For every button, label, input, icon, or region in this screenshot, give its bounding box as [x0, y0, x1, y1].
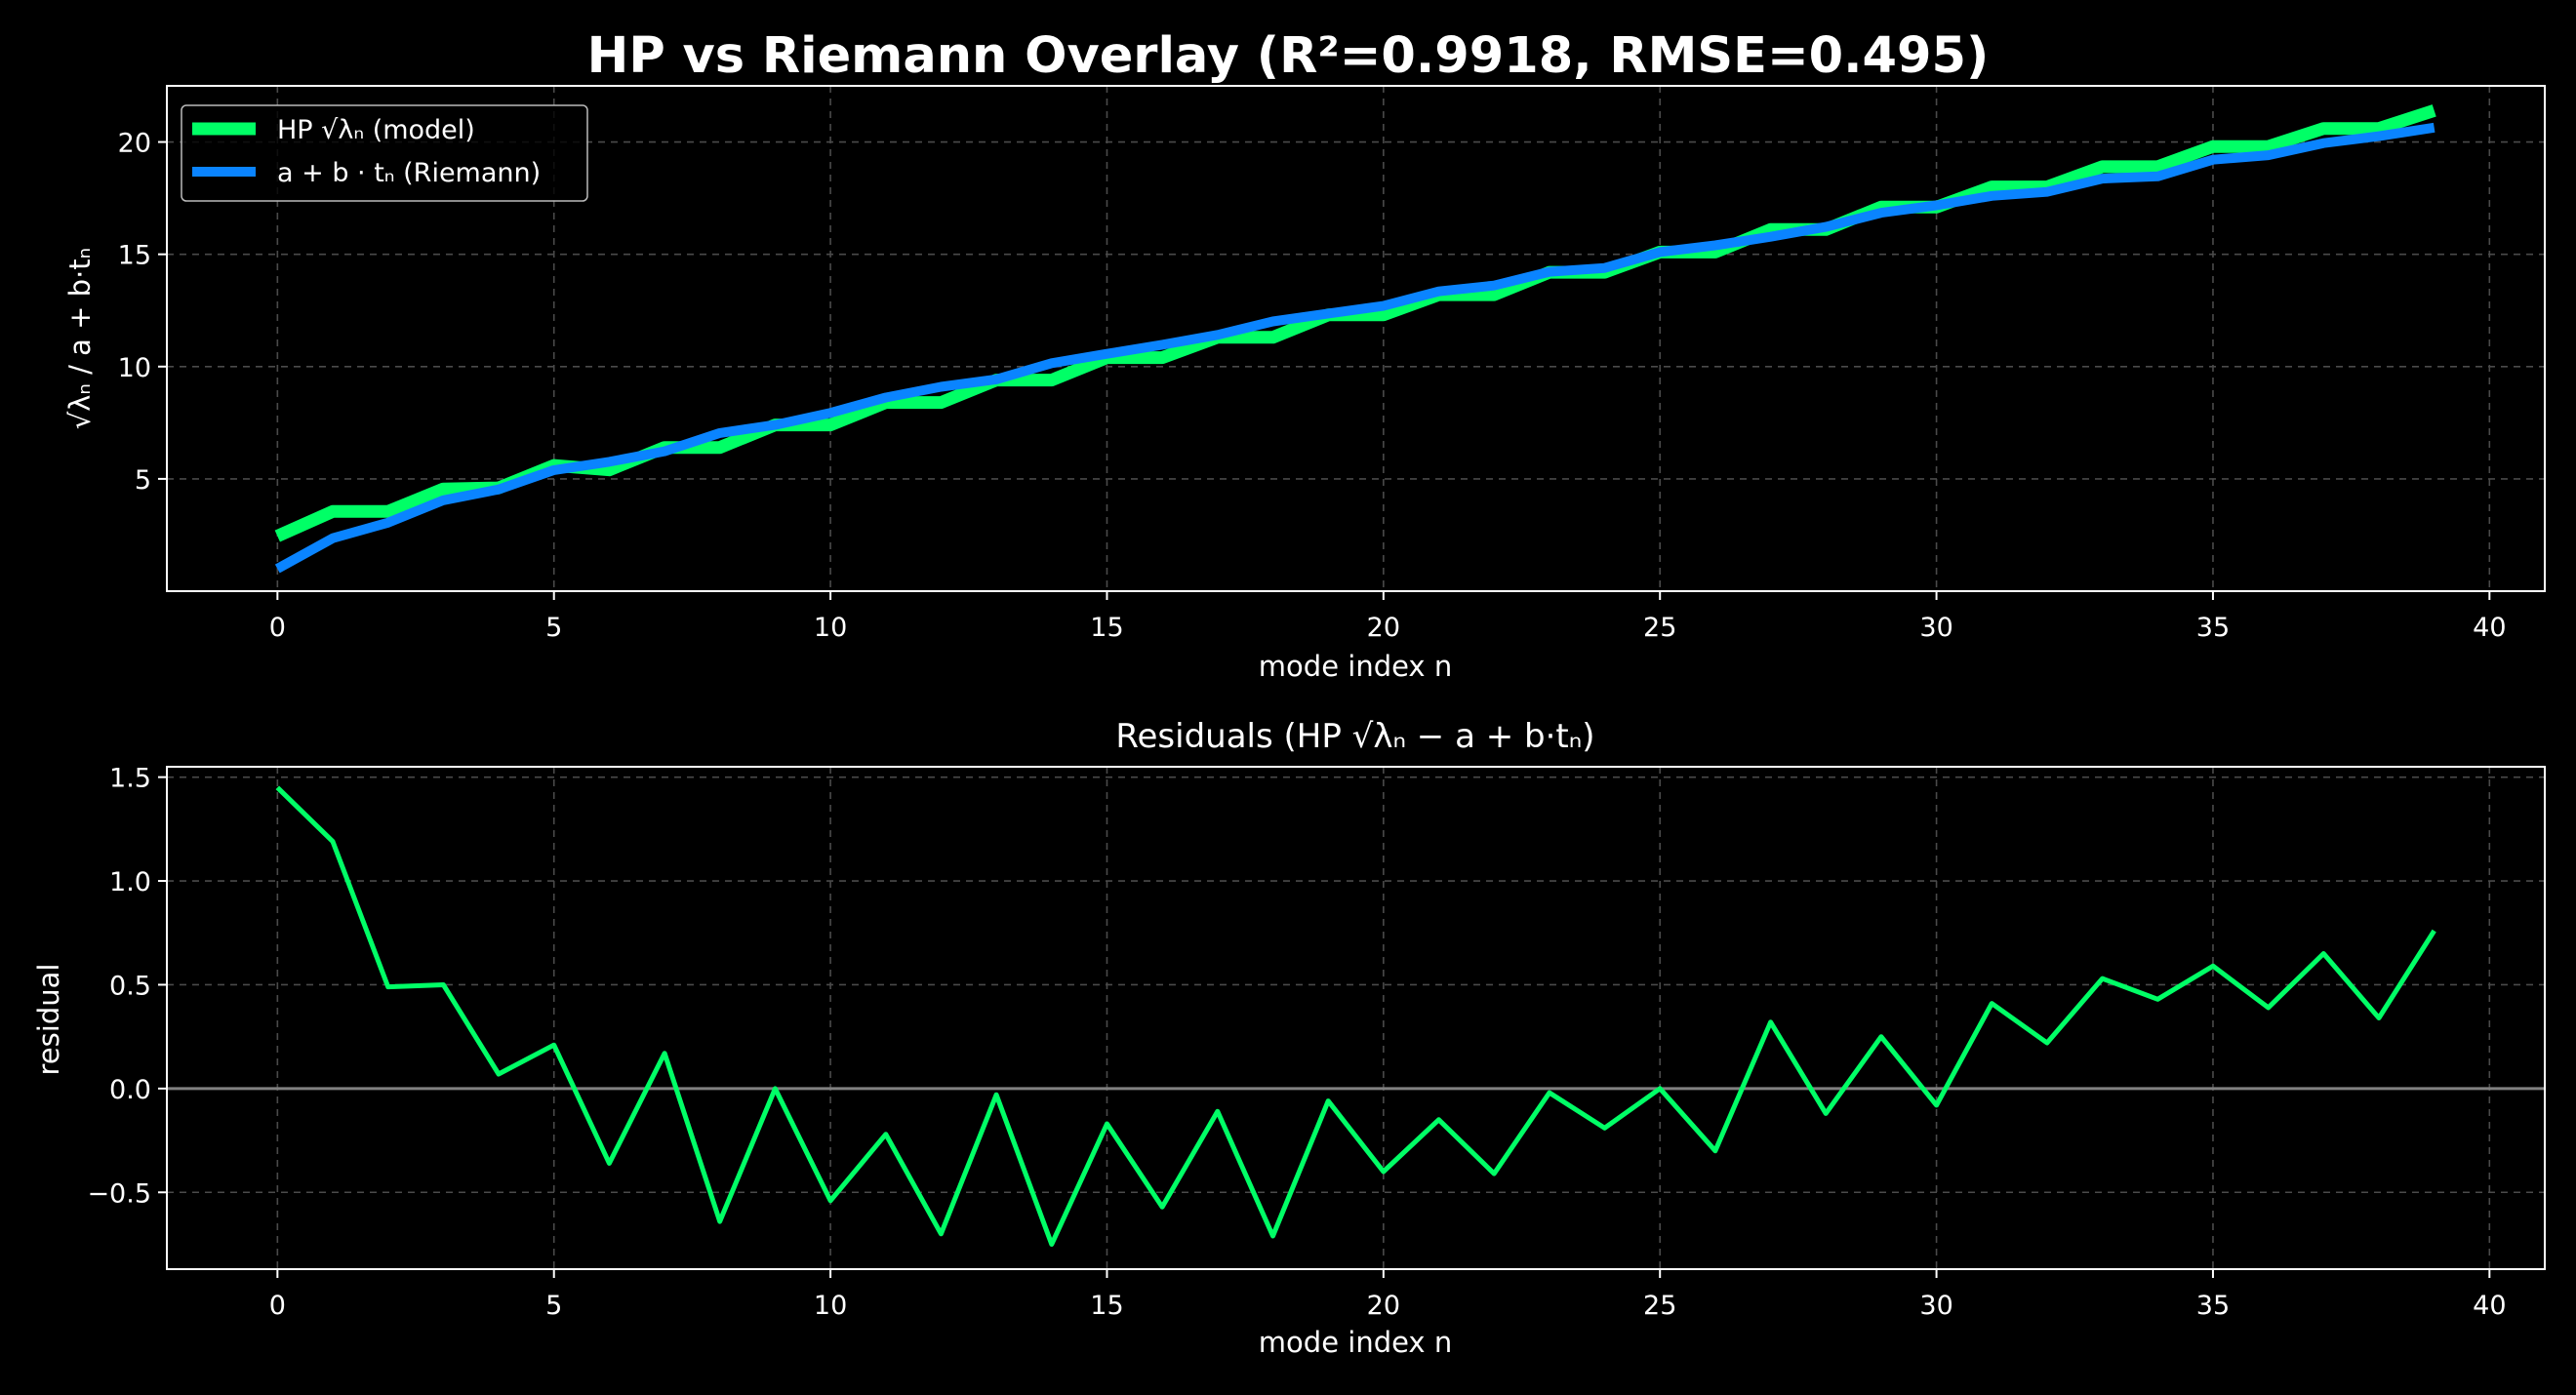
overlay-y-ticks: 5 10 15 20: [118, 129, 167, 496]
residuals-y-tick-label: 0.5: [109, 971, 151, 1001]
residuals-x-tick-label: 30: [1919, 1291, 1952, 1321]
overlay-y-tick-label: 20: [118, 129, 151, 159]
residuals-series-layer: [275, 785, 2436, 1247]
overlay-series-layer: [274, 104, 2436, 574]
overlay-x-tick-label: 20: [1367, 613, 1400, 643]
residuals-x-ticks: 0 5 10 15 20 25 30 35 40: [269, 1269, 2507, 1321]
residuals-x-axis-label: mode index n: [1259, 1326, 1452, 1359]
residuals-y-tick-label: 1.5: [109, 764, 151, 794]
overlay-series-line-2: [274, 122, 2435, 574]
overlay-y-tick-label: 15: [118, 241, 151, 271]
residuals-x-tick-label: 40: [2473, 1291, 2506, 1321]
overlay-x-tick-label: 10: [814, 613, 847, 643]
overlay-x-axis-label: mode index n: [1259, 650, 1452, 683]
residuals-x-tick-label: 0: [269, 1291, 286, 1321]
legend: HP √λₙ (model) a + b · tₙ (Riemann): [181, 104, 588, 202]
residuals-y-tick-label: 0.0: [109, 1075, 151, 1105]
overlay-y-axis-label: √λₙ / a + b·tₙ: [63, 248, 97, 429]
residuals-axes-frame: [166, 766, 2546, 1270]
legend-box: [181, 104, 588, 202]
residuals-series-line-1: [275, 785, 2436, 1247]
overlay-x-ticks: 0 5 10 15 20 25 30 35 40: [269, 591, 2507, 643]
residuals-y-tick-label: −0.5: [87, 1178, 151, 1209]
residuals-y-axis-label: residual: [32, 964, 65, 1076]
residuals-x-tick-label: 5: [545, 1291, 562, 1321]
overlay-x-tick-label: 35: [2196, 613, 2230, 643]
residuals-x-tick-label: 20: [1367, 1291, 1400, 1321]
residuals-y-tick-label: 1.0: [109, 867, 151, 897]
overlay-x-tick-label: 40: [2473, 613, 2506, 643]
residuals-x-tick-label: 15: [1090, 1291, 1123, 1321]
figure-title: HP vs Riemann Overlay (R²=0.9918, RMSE=0…: [587, 27, 1990, 85]
overlay-axes-frame: [166, 85, 2546, 592]
residuals-x-tick-label: 35: [2196, 1291, 2230, 1321]
overlay-x-tick-label: 30: [1919, 613, 1952, 643]
residuals-x-tick-label: 10: [814, 1291, 847, 1321]
residuals-y-ticks: −0.5 0.0 0.5 1.0 1.5: [87, 764, 167, 1209]
overlay-x-tick-label: 0: [269, 613, 286, 643]
overlay-x-tick-label: 25: [1643, 613, 1676, 643]
overlay-x-tick-label: 15: [1090, 613, 1123, 643]
overlay-panel: 0 5 10 15 20 25 30 35 40 5 10 15 20 mode index n √λ…: [63, 85, 2546, 683]
residuals-panel: Residuals (HP √λₙ − a + b·tₙ) 0 5 10 15 20 25…: [32, 717, 2546, 1359]
residuals-title: Residuals (HP √λₙ − a + b·tₙ): [1115, 717, 1594, 756]
overlay-x-tick-label: 5: [545, 613, 562, 643]
overlay-y-tick-label: 5: [135, 465, 151, 496]
legend-label-riemann: a + b · tₙ (Riemann): [277, 158, 541, 188]
legend-label-hp-model: HP √λₙ (model): [277, 115, 475, 145]
residuals-x-tick-label: 25: [1643, 1291, 1676, 1321]
overlay-y-tick-label: 10: [118, 353, 151, 383]
